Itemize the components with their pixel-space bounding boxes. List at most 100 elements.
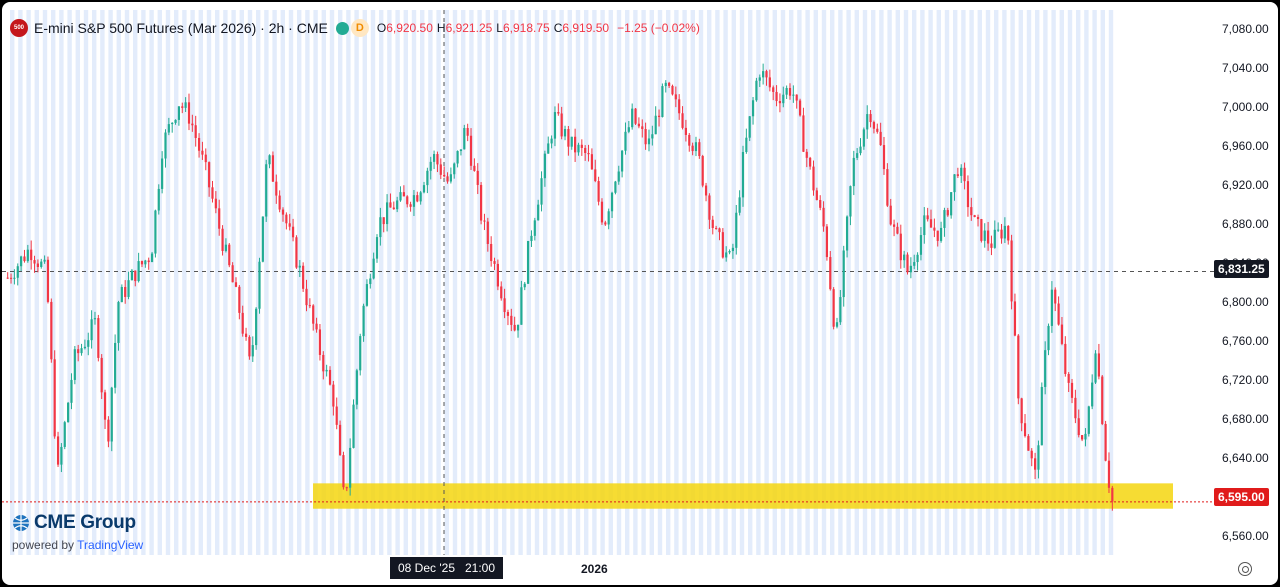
candle-body	[137, 261, 140, 282]
candle-body	[825, 226, 829, 258]
candle-body	[886, 169, 889, 206]
candle-body	[369, 278, 372, 285]
session-band	[387, 10, 392, 555]
session-band	[789, 10, 794, 555]
candle-body	[711, 219, 714, 228]
session-band	[264, 10, 269, 555]
candle-body	[903, 254, 906, 261]
candle-body	[610, 192, 614, 212]
symbol-title[interactable]: E-mini S&P 500 Futures (Mar 2026) · 2h ·…	[34, 20, 328, 36]
candle-body	[221, 228, 224, 251]
session-band	[100, 10, 105, 555]
session-band	[838, 10, 843, 555]
ohlc-high: H 6,921.25	[436, 21, 493, 35]
candle-body	[30, 249, 33, 261]
candle-body	[171, 122, 174, 125]
candle-body	[671, 85, 674, 95]
crosshair-price-label: 6,831.25	[1214, 260, 1269, 278]
candle-body	[67, 402, 70, 423]
candle-body	[127, 280, 130, 297]
candle-body	[795, 94, 798, 101]
candle-body	[1047, 325, 1050, 351]
candle-body	[426, 170, 429, 186]
candle-body	[782, 94, 785, 104]
cme-globe-icon	[13, 515, 29, 531]
candle-body	[936, 230, 939, 241]
session-band	[1076, 10, 1081, 555]
cme-group-logo[interactable]: CME Group powered by TradingView	[12, 512, 144, 552]
candle-body	[13, 277, 16, 279]
session-band	[616, 10, 622, 555]
candle-body	[389, 202, 392, 208]
candle-body	[1070, 382, 1074, 398]
candle-body	[204, 154, 207, 163]
candle-body	[46, 259, 50, 302]
last-price-label: 6,595.00	[1214, 488, 1269, 506]
candle-body	[328, 369, 332, 385]
candle-body	[1074, 397, 1077, 419]
candle-body	[1084, 433, 1087, 440]
session-band	[83, 10, 89, 555]
candle-body	[446, 176, 449, 182]
price-tick-label: 6,960.00	[1222, 139, 1269, 153]
session-band	[625, 10, 630, 555]
session-band	[944, 10, 950, 555]
candle-body	[399, 192, 402, 201]
candle-body	[1007, 225, 1010, 241]
candle-body	[973, 215, 976, 217]
candle-body	[627, 127, 630, 132]
candle-body	[295, 237, 298, 268]
candle-body	[396, 200, 399, 210]
candle-body	[809, 157, 812, 167]
session-band	[600, 10, 605, 555]
candle-body	[479, 184, 483, 221]
session-band	[288, 10, 294, 555]
candle-body	[359, 336, 362, 371]
candle-body	[453, 163, 456, 175]
session-band	[34, 10, 39, 555]
delayed-data-badge[interactable]: D	[350, 19, 369, 37]
candle-body	[956, 174, 959, 176]
candle-body	[419, 192, 422, 202]
candle-body	[503, 298, 506, 313]
candle-body	[107, 419, 110, 442]
price-tick-label: 7,040.00	[1222, 61, 1269, 75]
session-band	[403, 10, 408, 555]
candle-body	[929, 219, 933, 228]
session-band	[18, 10, 23, 555]
candle-body	[916, 254, 919, 263]
session-band	[485, 10, 490, 555]
session-band	[313, 10, 318, 555]
session-band	[895, 10, 900, 555]
candle-body	[644, 129, 647, 145]
candle-body	[751, 100, 755, 117]
session-band	[846, 10, 851, 555]
session-band	[51, 10, 56, 555]
candle-body	[567, 129, 570, 147]
session-band	[1084, 10, 1089, 555]
candle-body	[798, 100, 802, 116]
candle-body	[409, 204, 412, 207]
candle-body	[1097, 353, 1100, 377]
candle-body	[550, 138, 553, 144]
session-band	[698, 10, 704, 555]
candle-body	[93, 318, 97, 320]
candle-body	[701, 156, 704, 186]
session-band	[584, 10, 589, 555]
settings-gear-icon[interactable]	[1238, 562, 1252, 576]
candle-body	[140, 261, 144, 265]
candle-body	[87, 340, 90, 347]
session-band	[182, 10, 187, 555]
session-band	[641, 10, 646, 555]
ohlc-close: C 6,919.50	[553, 21, 610, 35]
candle-body	[788, 88, 792, 96]
candle-body	[704, 185, 708, 196]
candle-body	[909, 265, 912, 273]
candle-body	[496, 263, 499, 287]
candle-body	[325, 369, 328, 372]
candle-body	[520, 287, 523, 325]
session-band	[715, 10, 720, 555]
candle-body	[654, 115, 657, 135]
session-band	[772, 10, 777, 555]
